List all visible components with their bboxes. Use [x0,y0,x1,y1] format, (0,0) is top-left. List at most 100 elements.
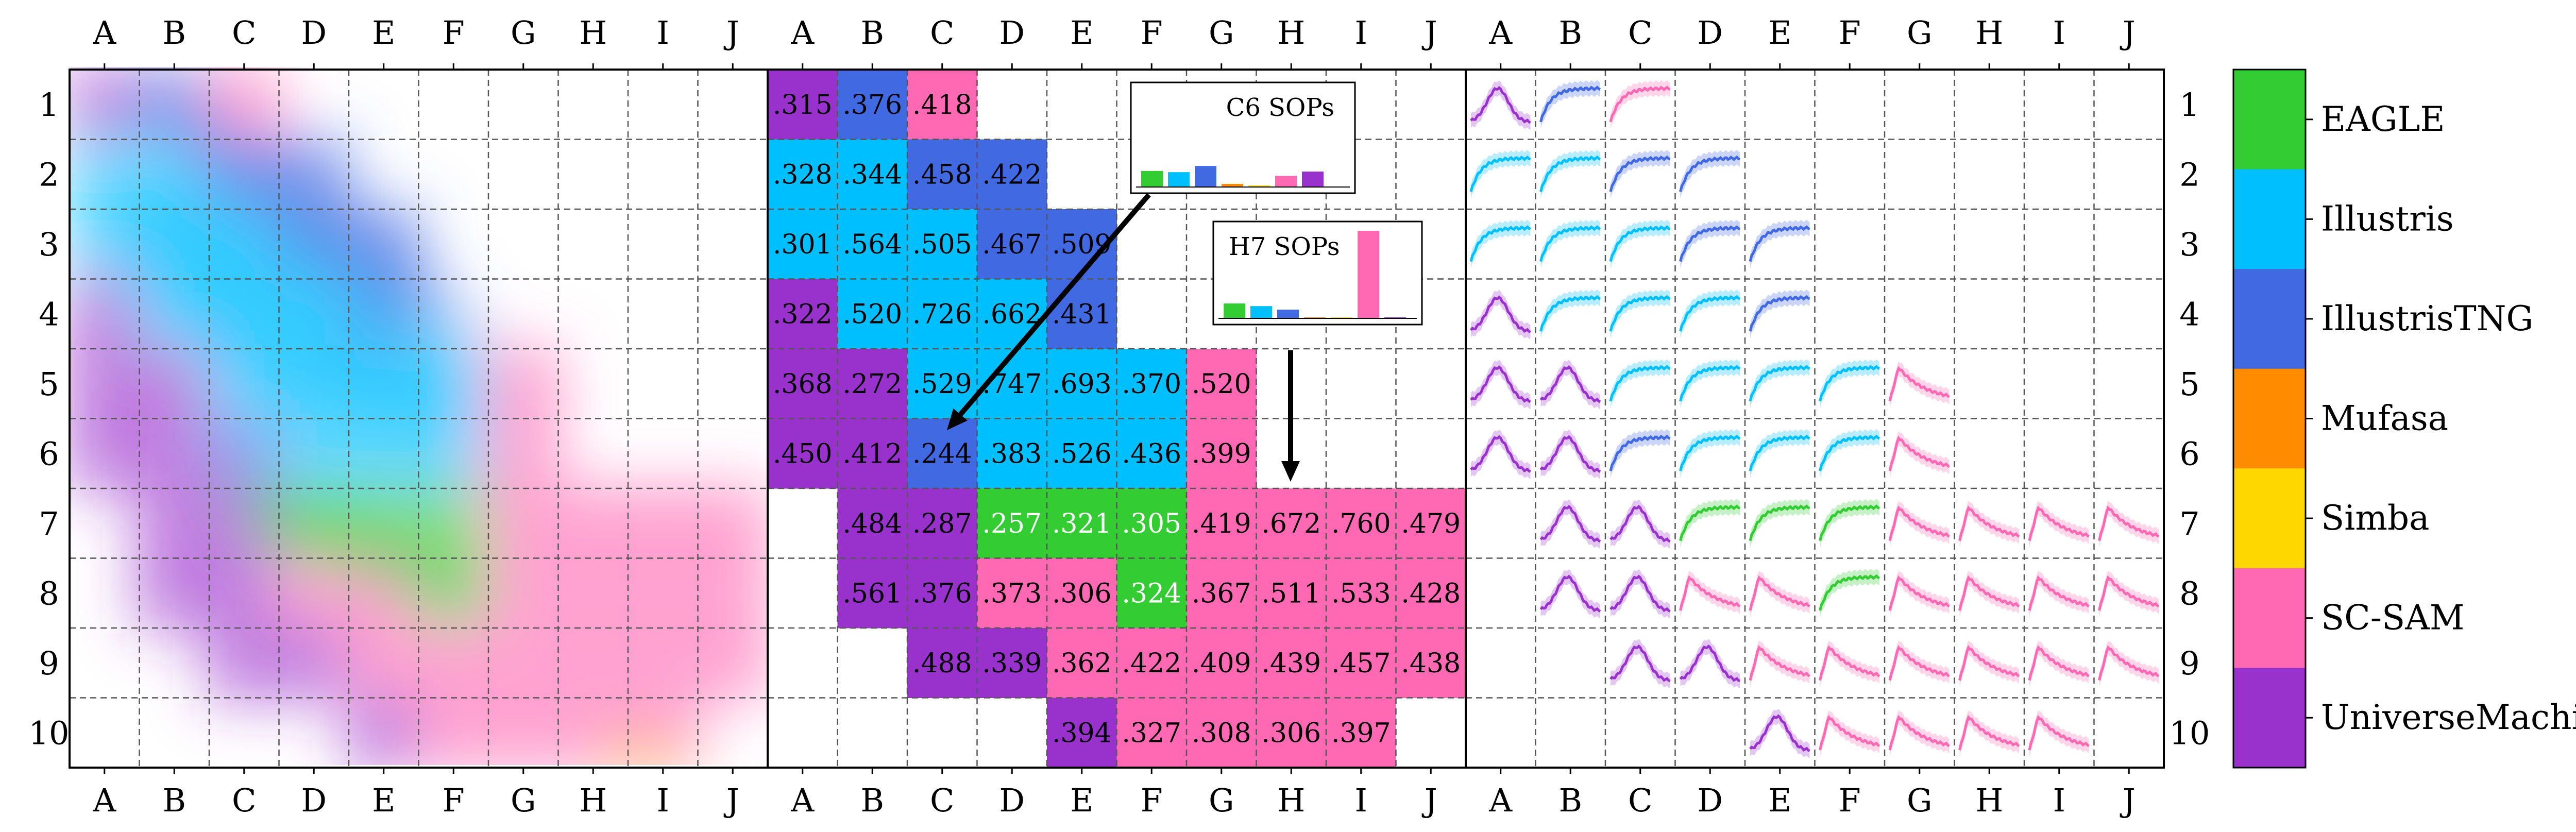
curve-band-A6 [1471,429,1531,479]
score-value-E3: .509 [1052,229,1112,260]
col-tick-top-F: F [1141,14,1163,52]
score-value-B5: .272 [842,369,902,400]
score-value-I7: .760 [1331,508,1391,539]
col-tick-bottom-D: D [301,782,327,819]
score-cell-B4 [837,279,908,349]
curve-band-C8 [1611,569,1670,619]
density-cell-B7 [134,483,214,564]
row-tick-right-3: 3 [2179,226,2199,263]
curve-line-B1 [1539,86,1601,123]
col-tick-top-B: B [860,14,884,52]
row-tick-left-3: 3 [39,226,59,263]
curve-line-H8 [1958,575,2020,611]
score-cell-H7 [1256,488,1327,558]
curve-line-F7 [1819,504,1880,541]
col-tick-bottom-H: H [1975,782,2003,819]
legend-label-Illustris: Illustris [2321,199,2454,239]
curve-band-D3 [1680,219,1740,269]
inset-title-0: C6 SOPs [1226,93,1334,122]
density-cell-G8 [483,553,564,633]
score-cell-A5 [768,349,838,419]
score-value-D2: .422 [982,159,1042,190]
curve-line-D9 [1679,644,1741,683]
score-value-E6: .526 [1052,438,1112,469]
curve-line-H7 [1958,505,2020,541]
score-cell-A2 [768,139,838,210]
col-tick-top-I: I [2053,14,2066,52]
curve-line-E7 [1749,504,1810,541]
curve-line-F6 [1819,434,1880,471]
density-cell-G9 [483,623,564,703]
curve-band-E3 [1750,219,1810,269]
score-value-E9: .362 [1052,648,1112,679]
inset-title-1: H7 SOPs [1229,232,1340,261]
col-tick-bottom-H: H [1277,782,1305,819]
score-cell-I9 [1326,628,1396,698]
row-tick-right-4: 4 [2179,295,2199,333]
inset-box-1 [1212,220,1423,326]
score-cell-J7 [1396,488,1466,558]
score-value-B4: .520 [842,299,902,330]
score-value-I9: .457 [1331,648,1391,679]
score-cell-I7 [1326,488,1396,558]
score-cell-C7 [907,488,977,558]
curve-band-B2 [1540,149,1600,199]
curve-line-F10 [1819,715,1880,751]
score-value-C3: .505 [912,229,972,260]
row-tick-right-7: 7 [2179,505,2199,542]
inset-arrow-head-0 [947,408,968,430]
col-tick-bottom-I: I [657,782,670,819]
curve-band-C3 [1611,219,1670,269]
curve-line-B8 [1539,574,1601,613]
score-cell-A1 [768,70,838,140]
density-cell-C9 [204,623,284,703]
curve-line-C4 [1609,295,1671,332]
curve-line-D2 [1679,155,1741,192]
score-cell-I8 [1326,558,1396,629]
score-cell-C6 [907,418,977,489]
score-cell-D2 [977,139,1047,210]
score-cell-H8 [1256,558,1327,629]
score-cell-C8 [907,558,977,629]
score-cell-G6 [1187,418,1257,489]
score-value-I10: .397 [1331,718,1391,749]
inset-bar-0-0 [1141,171,1163,187]
score-cell-D4 [977,279,1047,349]
score-value-C7: .287 [912,508,972,539]
score-value-H10: .306 [1261,718,1321,749]
density-cell-B6 [134,413,214,494]
score-cell-B8 [837,558,908,629]
score-value-G10: .308 [1192,718,1251,749]
score-cell-F10 [1116,698,1187,768]
score-cell-C4 [907,279,977,349]
col-tick-top-J: J [723,14,739,52]
score-value-G8: .367 [1192,578,1251,609]
legend-swatch-IllustrisTNG [2233,269,2306,369]
density-cell-D6 [274,413,354,494]
curve-line-D5 [1679,365,1741,402]
curve-line-C5 [1609,365,1671,402]
score-value-G9: .409 [1192,648,1251,679]
density-cell-A4 [70,274,145,354]
outer-frame [69,69,2165,769]
curve-band-C7 [1611,499,1670,549]
row-tick-left-6: 6 [39,435,59,472]
score-value-F7: .305 [1122,508,1181,539]
legend-label-EAGLE: EAGLE [2321,99,2445,139]
curve-band-A5 [1471,360,1531,410]
score-value-D9: .339 [982,648,1042,679]
legend-swatch-Mufasa [2233,368,2306,469]
score-value-F8: .324 [1122,578,1181,609]
score-cell-C2 [907,139,977,210]
row-tick-right-5: 5 [2179,365,2199,403]
col-tick-top-C: C [1628,14,1652,52]
curve-band-A2 [1471,149,1531,199]
curve-line-B2 [1539,155,1601,192]
score-cell-D8 [977,558,1047,629]
curve-line-J8 [2098,575,2160,611]
curve-line-C9 [1609,644,1671,683]
score-value-B3: .564 [842,229,902,260]
score-value-A2: .328 [773,159,833,190]
col-tick-bottom-I: I [1355,782,1368,819]
